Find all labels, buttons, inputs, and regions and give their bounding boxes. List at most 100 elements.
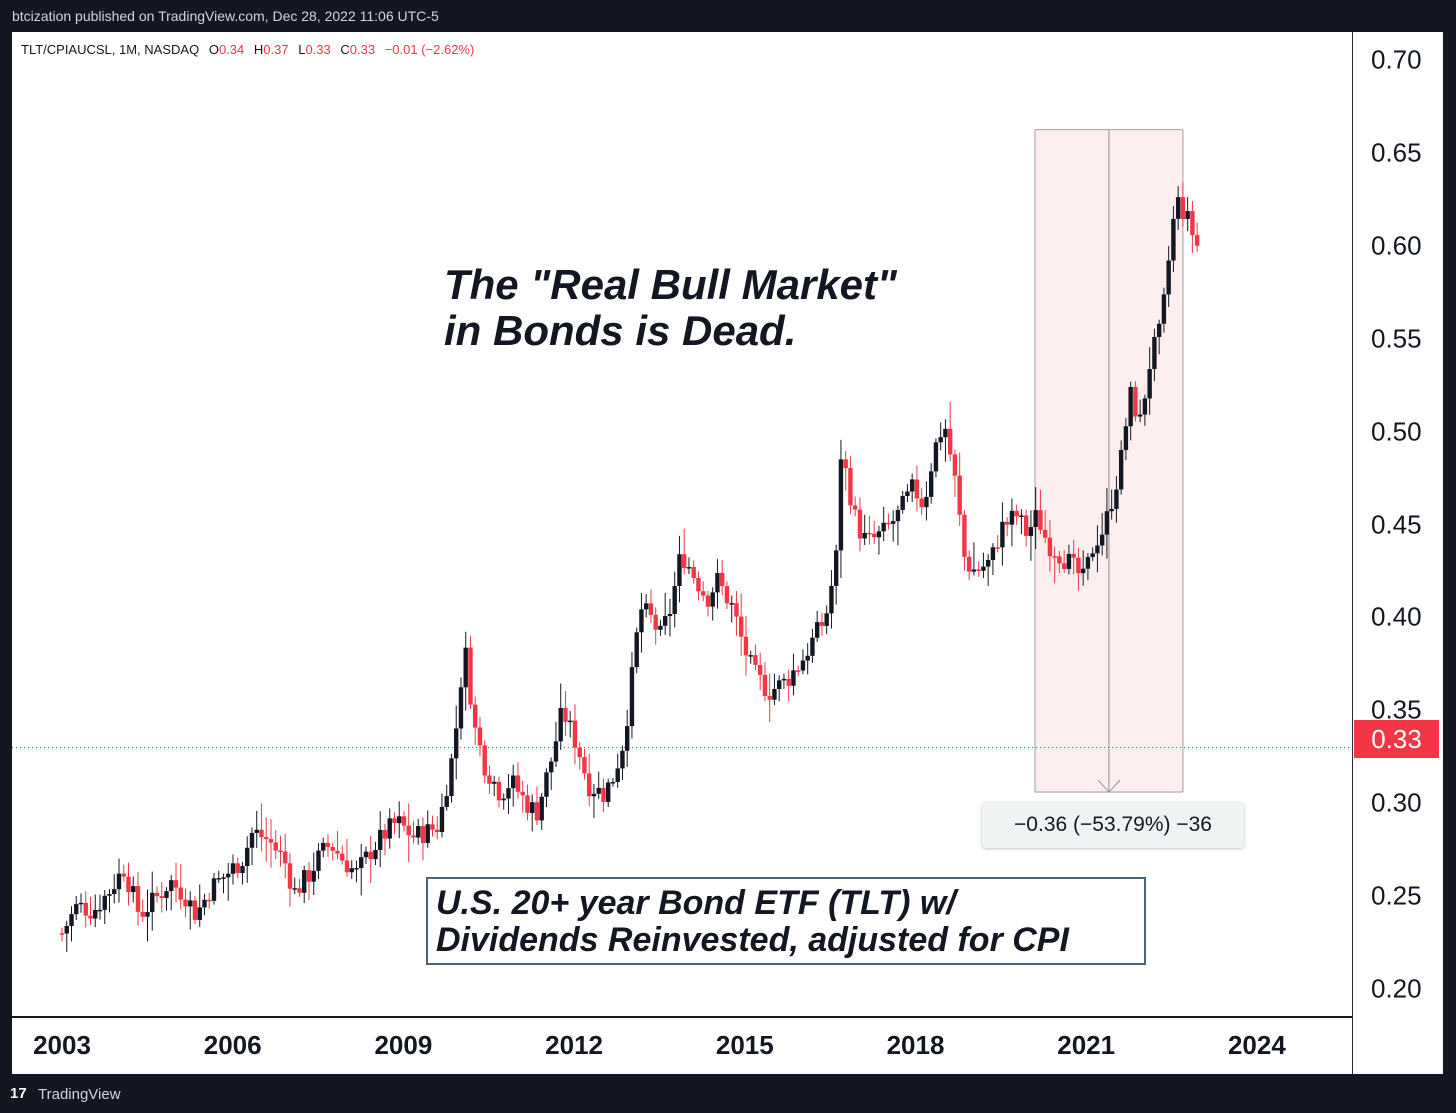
candle-body (88, 915, 93, 919)
legend-low: 0.33 (305, 42, 331, 57)
candle-body (990, 547, 996, 561)
price-tick-label: 0.40 (1371, 601, 1422, 632)
candle-body (644, 603, 649, 610)
candle-body (306, 870, 312, 882)
candle-body (221, 877, 226, 879)
candle-body (591, 793, 597, 797)
candle-body (924, 496, 929, 508)
price-axis[interactable]: 0.70 0.65 0.60 0.55 0.50 0.45 0.40 0.35 0.30 0.25… (1352, 32, 1444, 1074)
candle-body (330, 846, 335, 851)
headline-line-1: The "Real Bull Market" (444, 261, 897, 308)
candle-body (867, 532, 872, 535)
time-tick-label: 2009 (374, 1030, 433, 1060)
price-chart[interactable] (12, 32, 1352, 1016)
candle-body (425, 824, 430, 844)
candle-body (169, 880, 174, 892)
candle-body (406, 825, 411, 836)
time-axis[interactable]: 2003 2006 2009 2012 2015 2018 2021 2024 (12, 1016, 1352, 1076)
candle-body (724, 586, 730, 604)
legend-change: −0.01 (−2.62%) (384, 42, 475, 57)
candle-body (1185, 211, 1190, 219)
candle-body (772, 689, 777, 700)
price-tick-label: 0.55 (1371, 323, 1422, 354)
candle-body (781, 678, 787, 681)
candle-body (1133, 386, 1138, 417)
candle-body (710, 592, 715, 607)
candle-body (188, 900, 193, 907)
candle-body (819, 622, 825, 626)
candle-body (1047, 537, 1053, 557)
candle-body (610, 781, 616, 784)
candle-body (1171, 218, 1176, 261)
candle-body (1161, 294, 1167, 324)
time-tick-label: 2015 (715, 1030, 774, 1060)
candle-body (444, 796, 449, 807)
candle-body (1085, 557, 1091, 569)
candle-body (705, 595, 711, 607)
candle-body (800, 660, 806, 671)
candle-body (64, 925, 69, 934)
candle-body (653, 614, 658, 630)
candle-body (283, 851, 288, 864)
candle-body (1090, 553, 1095, 558)
price-tick-label: 0.45 (1371, 509, 1422, 539)
candle-body (829, 585, 834, 614)
candle-body (435, 829, 440, 833)
publish-bar: btcization published on TradingView.com,… (0, 0, 1456, 32)
candle-body (843, 459, 848, 469)
ohlc-legend: TLT/CPIAUCSL, 1M, NASDAQ O0.34 H0.37 L0.… (21, 42, 474, 57)
headline-annotation[interactable]: The "Real Bull Market" in Bonds is Dead. (444, 262, 897, 354)
candle-body (321, 842, 326, 851)
candle-body (439, 806, 445, 833)
candle-body (126, 876, 131, 893)
candle-body (411, 835, 416, 838)
legend-low-label: L (298, 42, 306, 57)
candle-body (1118, 449, 1124, 490)
candle-body (454, 728, 459, 759)
candle-body (173, 880, 179, 888)
candle-body (487, 775, 492, 784)
candle-body (734, 603, 739, 617)
candle-body (658, 625, 663, 630)
time-tick-label: 2018 (886, 1030, 945, 1060)
candle-body (1109, 508, 1114, 512)
candle-body (1033, 510, 1038, 528)
candle-body (254, 829, 259, 833)
candle-body (482, 745, 487, 776)
candle-body (1147, 369, 1152, 399)
candle-body (639, 609, 644, 633)
candle-body (501, 798, 506, 801)
price-tick-label: 0.35 (1371, 694, 1422, 725)
candle-body (1061, 563, 1067, 569)
candle-body (791, 670, 796, 686)
candle-body (140, 911, 145, 917)
candle-body (249, 832, 255, 848)
candle-body (1009, 510, 1015, 525)
candle-body (349, 868, 354, 873)
candle-body (776, 680, 782, 690)
candle-body (596, 787, 601, 794)
candle-body (563, 707, 568, 722)
candle-body (1038, 510, 1043, 530)
candle-body (700, 591, 706, 596)
candle-body (805, 655, 810, 661)
candle-body (1004, 521, 1010, 525)
candle-body (401, 816, 407, 826)
candle-body (373, 849, 378, 860)
candle-body (848, 468, 853, 506)
candle-body (392, 818, 397, 824)
subtitle-annotation[interactable]: U.S. 20+ year Bond ETF (TLT) w/ Dividend… (426, 877, 1146, 965)
candle-body (976, 569, 981, 571)
candle-body (458, 687, 464, 729)
time-tick-label: 2021 (1057, 1030, 1116, 1060)
candle-body (833, 550, 839, 586)
candle-body (1066, 553, 1072, 569)
candle-body (1128, 386, 1133, 427)
candle-body (211, 878, 217, 901)
candle-body (928, 471, 934, 497)
candle-body (515, 775, 521, 792)
legend-symbol: TLT/CPIAUCSL, 1M, NASDAQ (21, 42, 200, 57)
candle-body (197, 907, 202, 920)
candle-body (862, 532, 867, 539)
candle-body (1076, 557, 1081, 574)
